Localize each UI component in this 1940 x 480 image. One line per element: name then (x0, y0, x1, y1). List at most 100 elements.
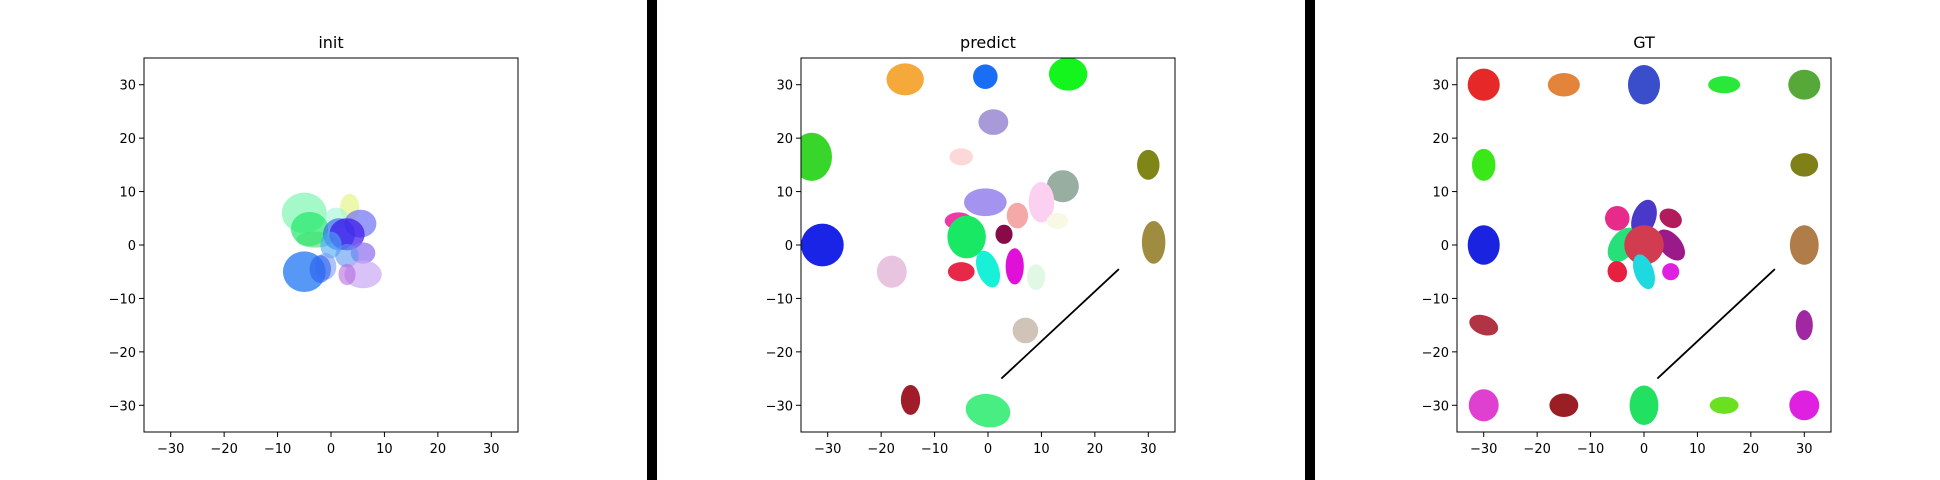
ellipse-12 (1549, 393, 1579, 418)
ellipse-5 (801, 132, 832, 181)
panel-init: −30 −20 −10 0 10 20 30 −30 −20 −10 0 10 20 30 init (109, 33, 519, 457)
ellipse-23 (900, 384, 921, 415)
ellipse-10 (335, 243, 359, 268)
ellipse-9 (963, 188, 1007, 217)
x-tick-label: 0 (327, 442, 335, 457)
ellipse-9 (1469, 314, 1499, 336)
x-tick-label: −20 (210, 442, 237, 457)
panel-title: init (318, 33, 343, 52)
x-tick-label: 10 (376, 442, 393, 457)
ellipse-17 (1659, 208, 1682, 229)
y-tick-label: −30 (109, 399, 136, 414)
y-tick-label: −10 (766, 292, 793, 307)
panel-title: GT (1633, 33, 1655, 52)
y-tick-label: 0 (1441, 239, 1449, 254)
panel-predict: −30 −20 −10 0 10 20 30 −30 −20 −10 0 10 20 30 predict (766, 33, 1176, 457)
x-tick-label: 30 (1796, 442, 1813, 457)
ellipse-21 (1027, 264, 1046, 290)
ellipse-8 (1028, 181, 1055, 223)
y-tick-label: 0 (785, 239, 793, 254)
y-tick-label: 30 (1432, 79, 1449, 94)
plot-area (801, 58, 1166, 428)
x-tick-label: −10 (1577, 442, 1604, 457)
x-tick-label: −10 (921, 442, 948, 457)
panel-divider-left (647, 0, 657, 480)
ellipse-14 (995, 224, 1013, 244)
ellipse-18 (947, 262, 975, 282)
ellipse-15 (1789, 390, 1820, 421)
plot-area (1467, 64, 1821, 426)
x-tick-label: 10 (1689, 442, 1706, 457)
ellipse-4 (1788, 69, 1821, 100)
ellipse-1 (973, 64, 998, 89)
y-tick-label: −30 (766, 399, 793, 414)
ellipse-22 (1607, 261, 1628, 283)
ellipse-14 (1709, 396, 1739, 414)
x-tick-label: 0 (984, 442, 992, 457)
panel-divider-right (1305, 0, 1315, 480)
y-tick-label: −10 (1422, 292, 1449, 307)
y-tick-label: 10 (119, 186, 136, 201)
y-tick-label: 0 (128, 239, 136, 254)
ellipse-21 (1624, 225, 1664, 265)
x-tick-label: −10 (264, 442, 291, 457)
ellipse-8 (1789, 225, 1819, 265)
x-tick-label: −20 (867, 442, 894, 457)
ellipse-15 (801, 223, 844, 267)
x-tick-label: −30 (1470, 442, 1497, 457)
x-tick-label: 20 (1743, 442, 1760, 457)
ellipse-11 (344, 260, 382, 289)
ellipse-6 (1137, 149, 1160, 180)
ellipse-4 (949, 148, 974, 166)
x-tick-label: 20 (430, 442, 447, 457)
ellipse-11 (1046, 212, 1069, 229)
ellipse-16 (1604, 205, 1630, 231)
ellipse-24 (1662, 263, 1680, 281)
ellipse-3 (1708, 76, 1741, 94)
x-tick-label: 30 (1140, 442, 1157, 457)
x-tick-label: 0 (1640, 442, 1648, 457)
ellipse-11 (1468, 389, 1499, 422)
ellipse-13 (947, 215, 986, 259)
trajectory-line-0 (1000, 268, 1120, 380)
y-tick-label: 20 (119, 132, 136, 147)
ellipse-2 (1048, 58, 1088, 91)
ellipse-10 (1795, 310, 1813, 341)
ellipse-22 (1012, 317, 1039, 344)
plot-area (281, 192, 382, 293)
x-tick-label: −20 (1523, 442, 1550, 457)
ellipse-15 (309, 255, 332, 283)
trajectory-line-0 (1656, 268, 1776, 380)
ellipse-24 (965, 393, 1011, 428)
panel-title: predict (960, 33, 1016, 52)
ellipse-12 (338, 263, 356, 286)
ellipse-23 (1633, 254, 1655, 290)
ellipse-17 (876, 255, 907, 288)
panel-gt: −30 −20 −10 0 10 20 30 −30 −20 −10 0 10 20 30 GT (1422, 33, 1832, 457)
ellipse-0 (886, 63, 924, 96)
y-tick-label: 10 (776, 186, 793, 201)
ellipse-7 (1046, 170, 1079, 203)
ellipse-0 (1467, 68, 1500, 101)
ellipse-19 (975, 250, 1001, 288)
y-tick-label: 20 (776, 132, 793, 147)
ellipse-10 (1006, 202, 1029, 229)
y-tick-label: −30 (1422, 399, 1449, 414)
ellipse-20 (1656, 229, 1685, 261)
y-tick-label: 10 (1432, 186, 1449, 201)
y-tick-label: −10 (109, 292, 136, 307)
y-tick-label: 20 (1432, 132, 1449, 147)
ellipse-1 (1547, 72, 1580, 97)
ellipse-3 (978, 109, 1009, 135)
y-tick-label: −20 (766, 346, 793, 361)
ellipse-7 (1467, 225, 1500, 265)
x-tick-label: 10 (1033, 442, 1050, 457)
y-tick-label: −20 (109, 346, 136, 361)
ellipse-2 (1627, 64, 1661, 105)
ellipse-16 (1141, 220, 1166, 264)
x-tick-label: 20 (1087, 442, 1104, 457)
y-tick-label: −20 (1422, 346, 1449, 361)
y-tick-label: 30 (119, 79, 136, 94)
x-tick-label: −30 (157, 442, 184, 457)
